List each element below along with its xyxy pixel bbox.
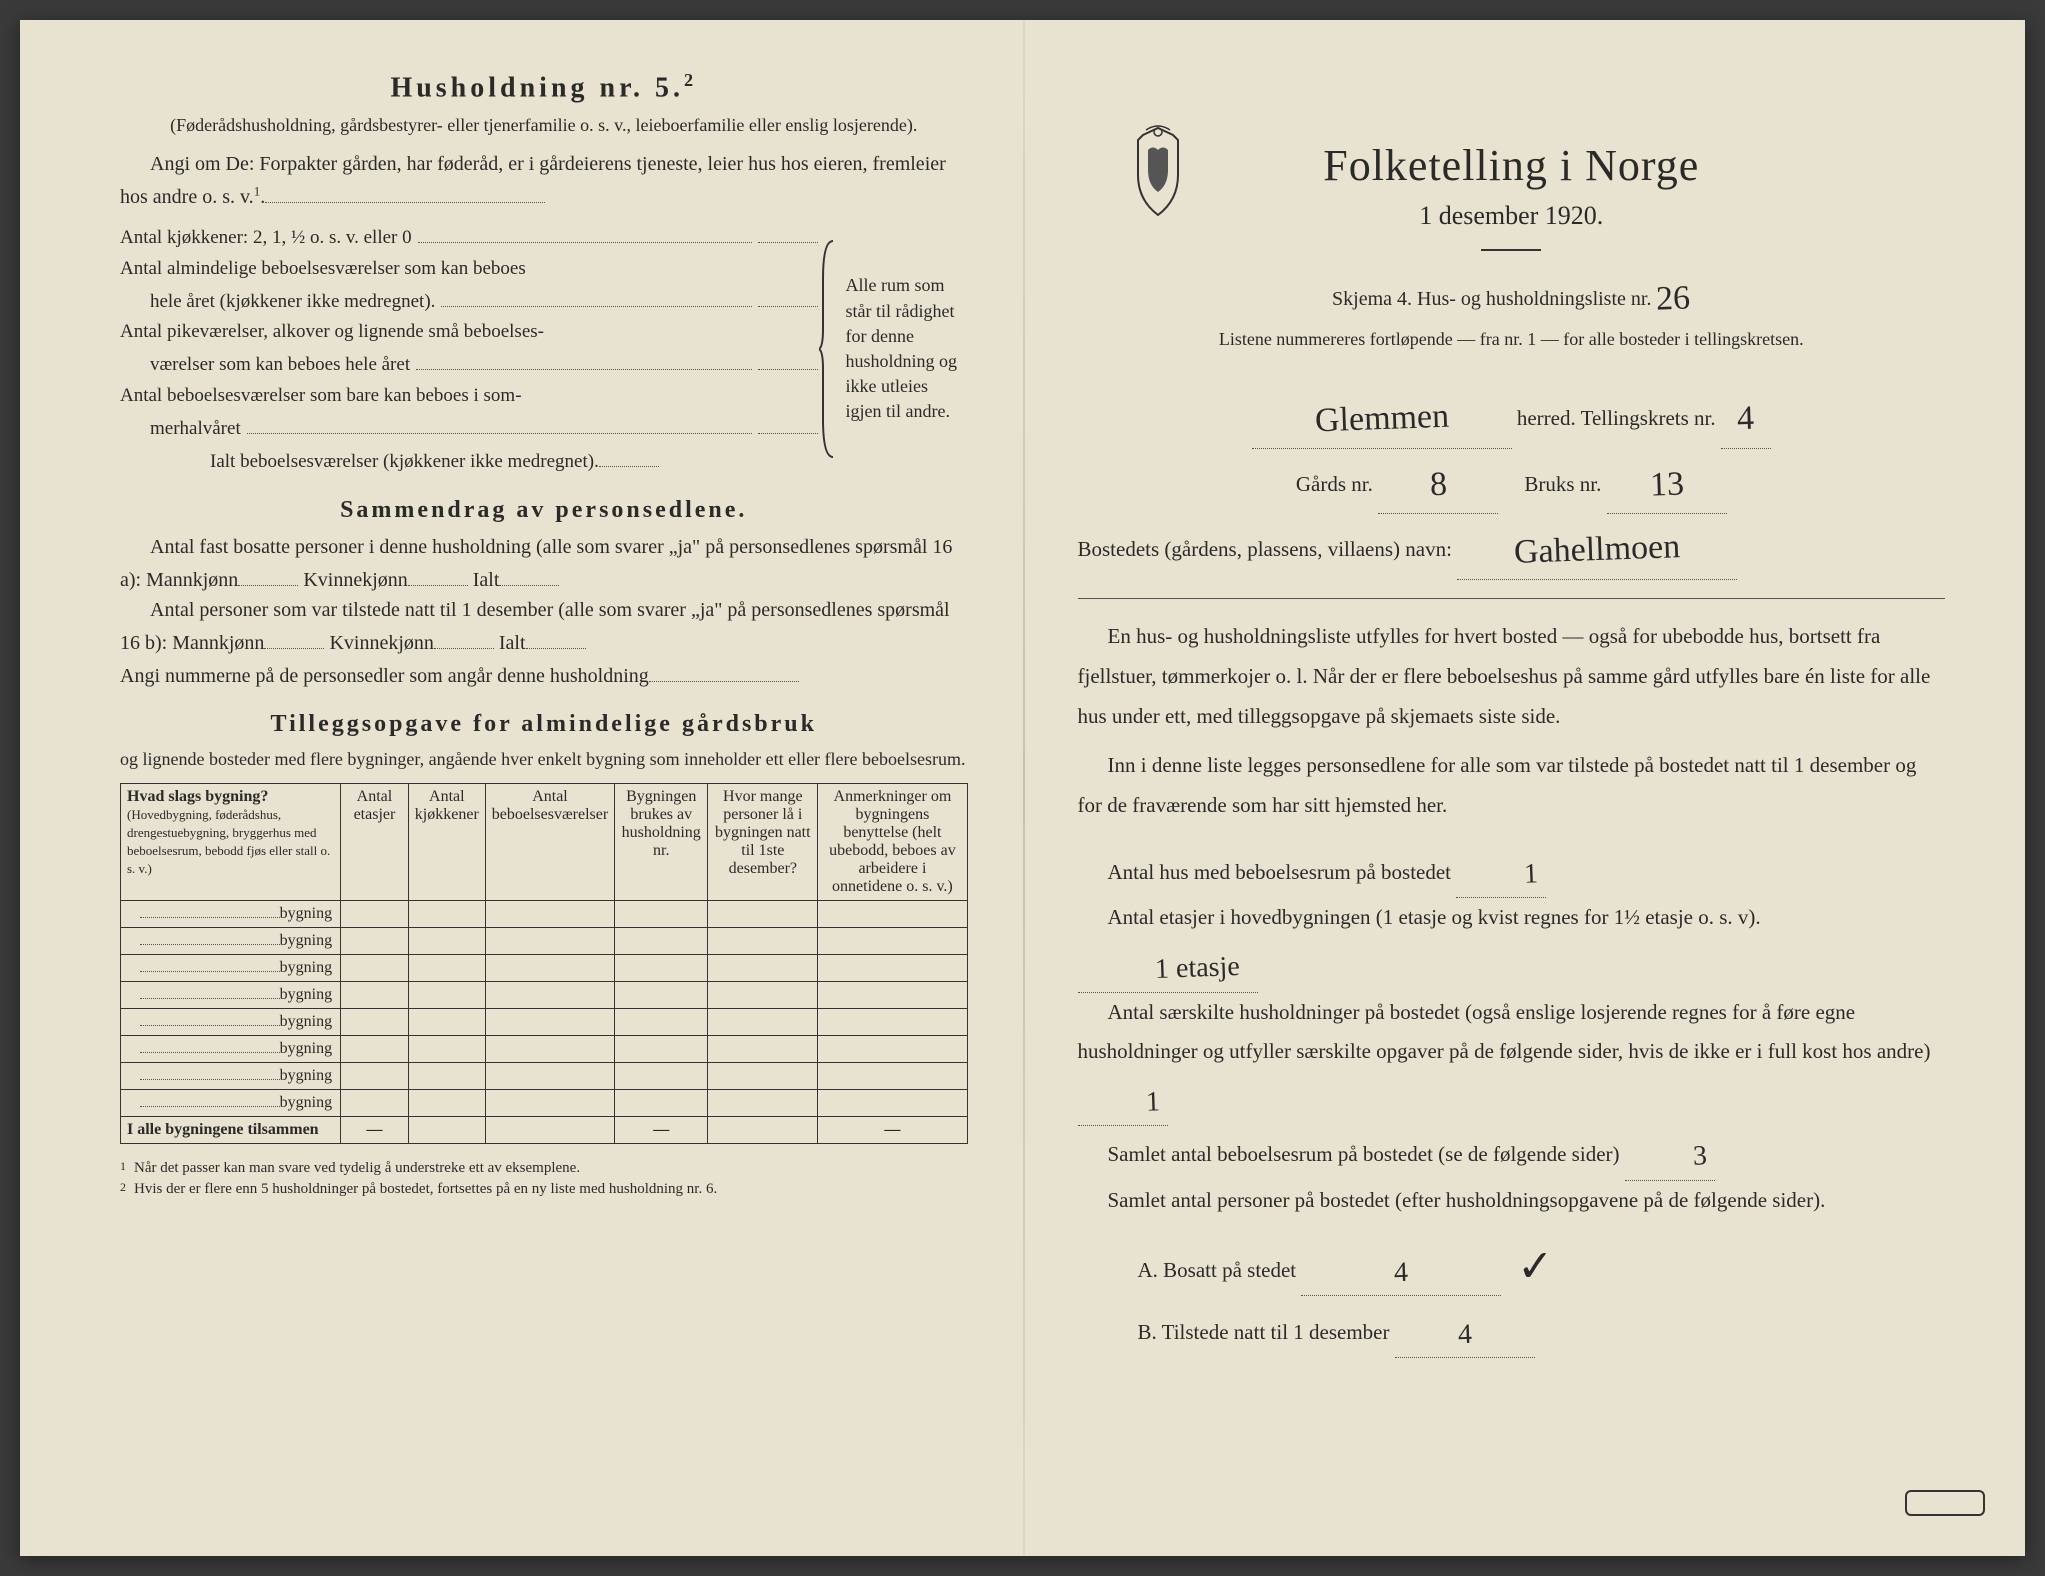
household-subtitle: (Føderådshusholdning, gårdsbestyrer- ell… bbox=[120, 112, 968, 139]
totals-row: I alle bygningene tilsammen — — — bbox=[121, 1117, 968, 1144]
left-page: Husholdning nr. 5.2 (Føderådshusholdning… bbox=[20, 20, 1023, 1556]
herred-value: Glemmen bbox=[1313, 385, 1449, 454]
summary-p2: Antal personer som var tilstede natt til… bbox=[120, 595, 968, 658]
printer-badge bbox=[1905, 1490, 1985, 1516]
qa-value: 4 bbox=[1393, 1245, 1409, 1299]
table-row: bygning bbox=[121, 1090, 968, 1117]
check-mark: ✓ bbox=[1516, 1224, 1556, 1309]
col-household: Bygningen brukes av husholdning nr. bbox=[615, 784, 708, 901]
right-page: Folketelling i Norge 1 desember 1920. Sk… bbox=[1023, 20, 2026, 1556]
table-row: bygning bbox=[121, 1036, 968, 1063]
q1-value: 1 bbox=[1493, 847, 1539, 902]
footnote-2: Hvis der er flere enn 5 husholdninger på… bbox=[134, 1179, 717, 1200]
list-number-value: 26 bbox=[1656, 272, 1692, 324]
bosted-line: Bostedets (gårdens, plassens, villaens) … bbox=[1078, 514, 1946, 580]
maid-rooms-a: Antal pikeværelser, alkover og lignende … bbox=[120, 317, 544, 347]
q3-line: Antal særskilte husholdninger på bostede… bbox=[1078, 993, 1946, 1127]
tillegg-sub: og lignende bosteder med flere bygninger… bbox=[120, 746, 968, 773]
qb-line: B. Tilstede natt til 1 desember 4 bbox=[1078, 1304, 1946, 1358]
bruks-value: 13 bbox=[1649, 452, 1685, 518]
summary-p3: Angi nummerne på de personsedler som ang… bbox=[120, 658, 968, 691]
col-rooms: Antal beboelsesværelser bbox=[485, 784, 614, 901]
q5-line: Samlet antal personer på bostedet (efter… bbox=[1078, 1181, 1946, 1221]
q2-line: Antal etasjer i hovedbygningen (1 etasje… bbox=[1078, 898, 1946, 992]
rooms-year-a: Antal almindelige beboelsesværelser som … bbox=[120, 254, 526, 284]
buildings-table: Hvad slags bygning? (Hovedbygning, føder… bbox=[120, 783, 968, 1144]
footnote-1: Når det passer kan man svare ved tydelig… bbox=[134, 1158, 580, 1179]
gards-line: Gårds nr. 8 Bruks nr. 13 bbox=[1078, 449, 1946, 515]
instruction-para-1: En hus- og husholdningsliste utfylles fo… bbox=[1078, 617, 1946, 737]
q4-value: 3 bbox=[1662, 1130, 1708, 1185]
col-kitchens: Antal kjøkkener bbox=[408, 784, 485, 901]
table-row: bygning bbox=[121, 982, 968, 1009]
q2-value: 1 etasje bbox=[1124, 940, 1241, 997]
tillegg-heading: Tilleggsopgave for almindelige gårdsbruk bbox=[120, 711, 968, 738]
main-title: Folketelling i Norge bbox=[1078, 140, 1946, 191]
census-document: Husholdning nr. 5.2 (Føderådshusholdning… bbox=[20, 20, 2025, 1556]
q4-line: Samlet antal beboelsesrum på bostedet (s… bbox=[1078, 1126, 1946, 1180]
brace-icon bbox=[818, 220, 838, 477]
table-row: bygning bbox=[121, 928, 968, 955]
summer-rooms-a: Antal beboelsesværelser som bare kan beb… bbox=[120, 381, 522, 411]
col-type: Hvad slags bygning? (Hovedbygning, føder… bbox=[121, 784, 341, 901]
herred-line: Glemmen herred. Tellingskrets nr. 4 bbox=[1078, 383, 1946, 449]
col-floors: Antal etasjer bbox=[341, 784, 409, 901]
rooms-group: Antal kjøkkener: 2, 1, ½ o. s. v. eller … bbox=[120, 220, 968, 477]
summary-p1: Antal fast bosatte personer i denne hush… bbox=[120, 532, 968, 595]
krets-value: 4 bbox=[1736, 387, 1755, 452]
maid-rooms-b: værelser som kan beboes hele året bbox=[150, 350, 410, 380]
summary-heading: Sammendrag av personsedlene. bbox=[120, 497, 968, 524]
table-row: bygning bbox=[121, 955, 968, 982]
coat-of-arms-icon bbox=[1118, 120, 1198, 220]
buildings-tbody: bygning bygning bygning bygning bygning … bbox=[121, 901, 968, 1144]
rooms-year-b: hele året (kjøkkener ikke medregnet). bbox=[150, 287, 435, 317]
q1-line: Antal hus med beboelsesrum på bostedet 1 bbox=[1078, 844, 1946, 898]
footnotes: 1Når det passer kan man svare ved tydeli… bbox=[120, 1158, 968, 1200]
q3-value: 1 bbox=[1115, 1076, 1161, 1131]
right-body: Glemmen herred. Tellingskrets nr. 4 Gård… bbox=[1078, 383, 1946, 1358]
gards-value: 8 bbox=[1428, 452, 1447, 517]
title-area: Folketelling i Norge 1 desember 1920. Sk… bbox=[1078, 140, 1946, 353]
instruction-para-2: Inn i denne liste legges personsedlene f… bbox=[1078, 746, 1946, 826]
bosted-value: Gahellmoen bbox=[1513, 515, 1681, 585]
listene-note: Listene nummereres fortløpende — fra nr.… bbox=[1078, 326, 1946, 353]
household-heading: Husholdning nr. 5.2 bbox=[120, 70, 968, 104]
schema-line: Skjema 4. Hus- og husholdningsliste nr. … bbox=[1078, 269, 1946, 320]
summer-rooms-b: merhalvåret bbox=[150, 414, 241, 444]
table-row: bygning bbox=[121, 1063, 968, 1090]
total-rooms: Ialt beboelsesværelser (kjøkkener ikke m… bbox=[210, 447, 599, 477]
col-persons: Hvor mange personer lå i bygningen natt … bbox=[708, 784, 818, 901]
brace-text: Alle rum som står til rådighet for denne… bbox=[838, 220, 968, 477]
col-remarks: Anmerkninger om bygningens benyttelse (h… bbox=[818, 784, 967, 901]
subtitle: 1 desember 1920. bbox=[1078, 201, 1946, 231]
qb-value: 4 bbox=[1457, 1308, 1473, 1362]
kitchens-label: Antal kjøkkener: 2, 1, ½ o. s. v. eller … bbox=[120, 223, 412, 253]
qa-line: A. Bosatt på stedet 4 ✓ bbox=[1078, 1221, 1946, 1305]
household-instruction: Angi om De: Forpakter gården, har føderå… bbox=[120, 149, 968, 212]
table-row: bygning bbox=[121, 1009, 968, 1036]
table-row: bygning bbox=[121, 901, 968, 928]
